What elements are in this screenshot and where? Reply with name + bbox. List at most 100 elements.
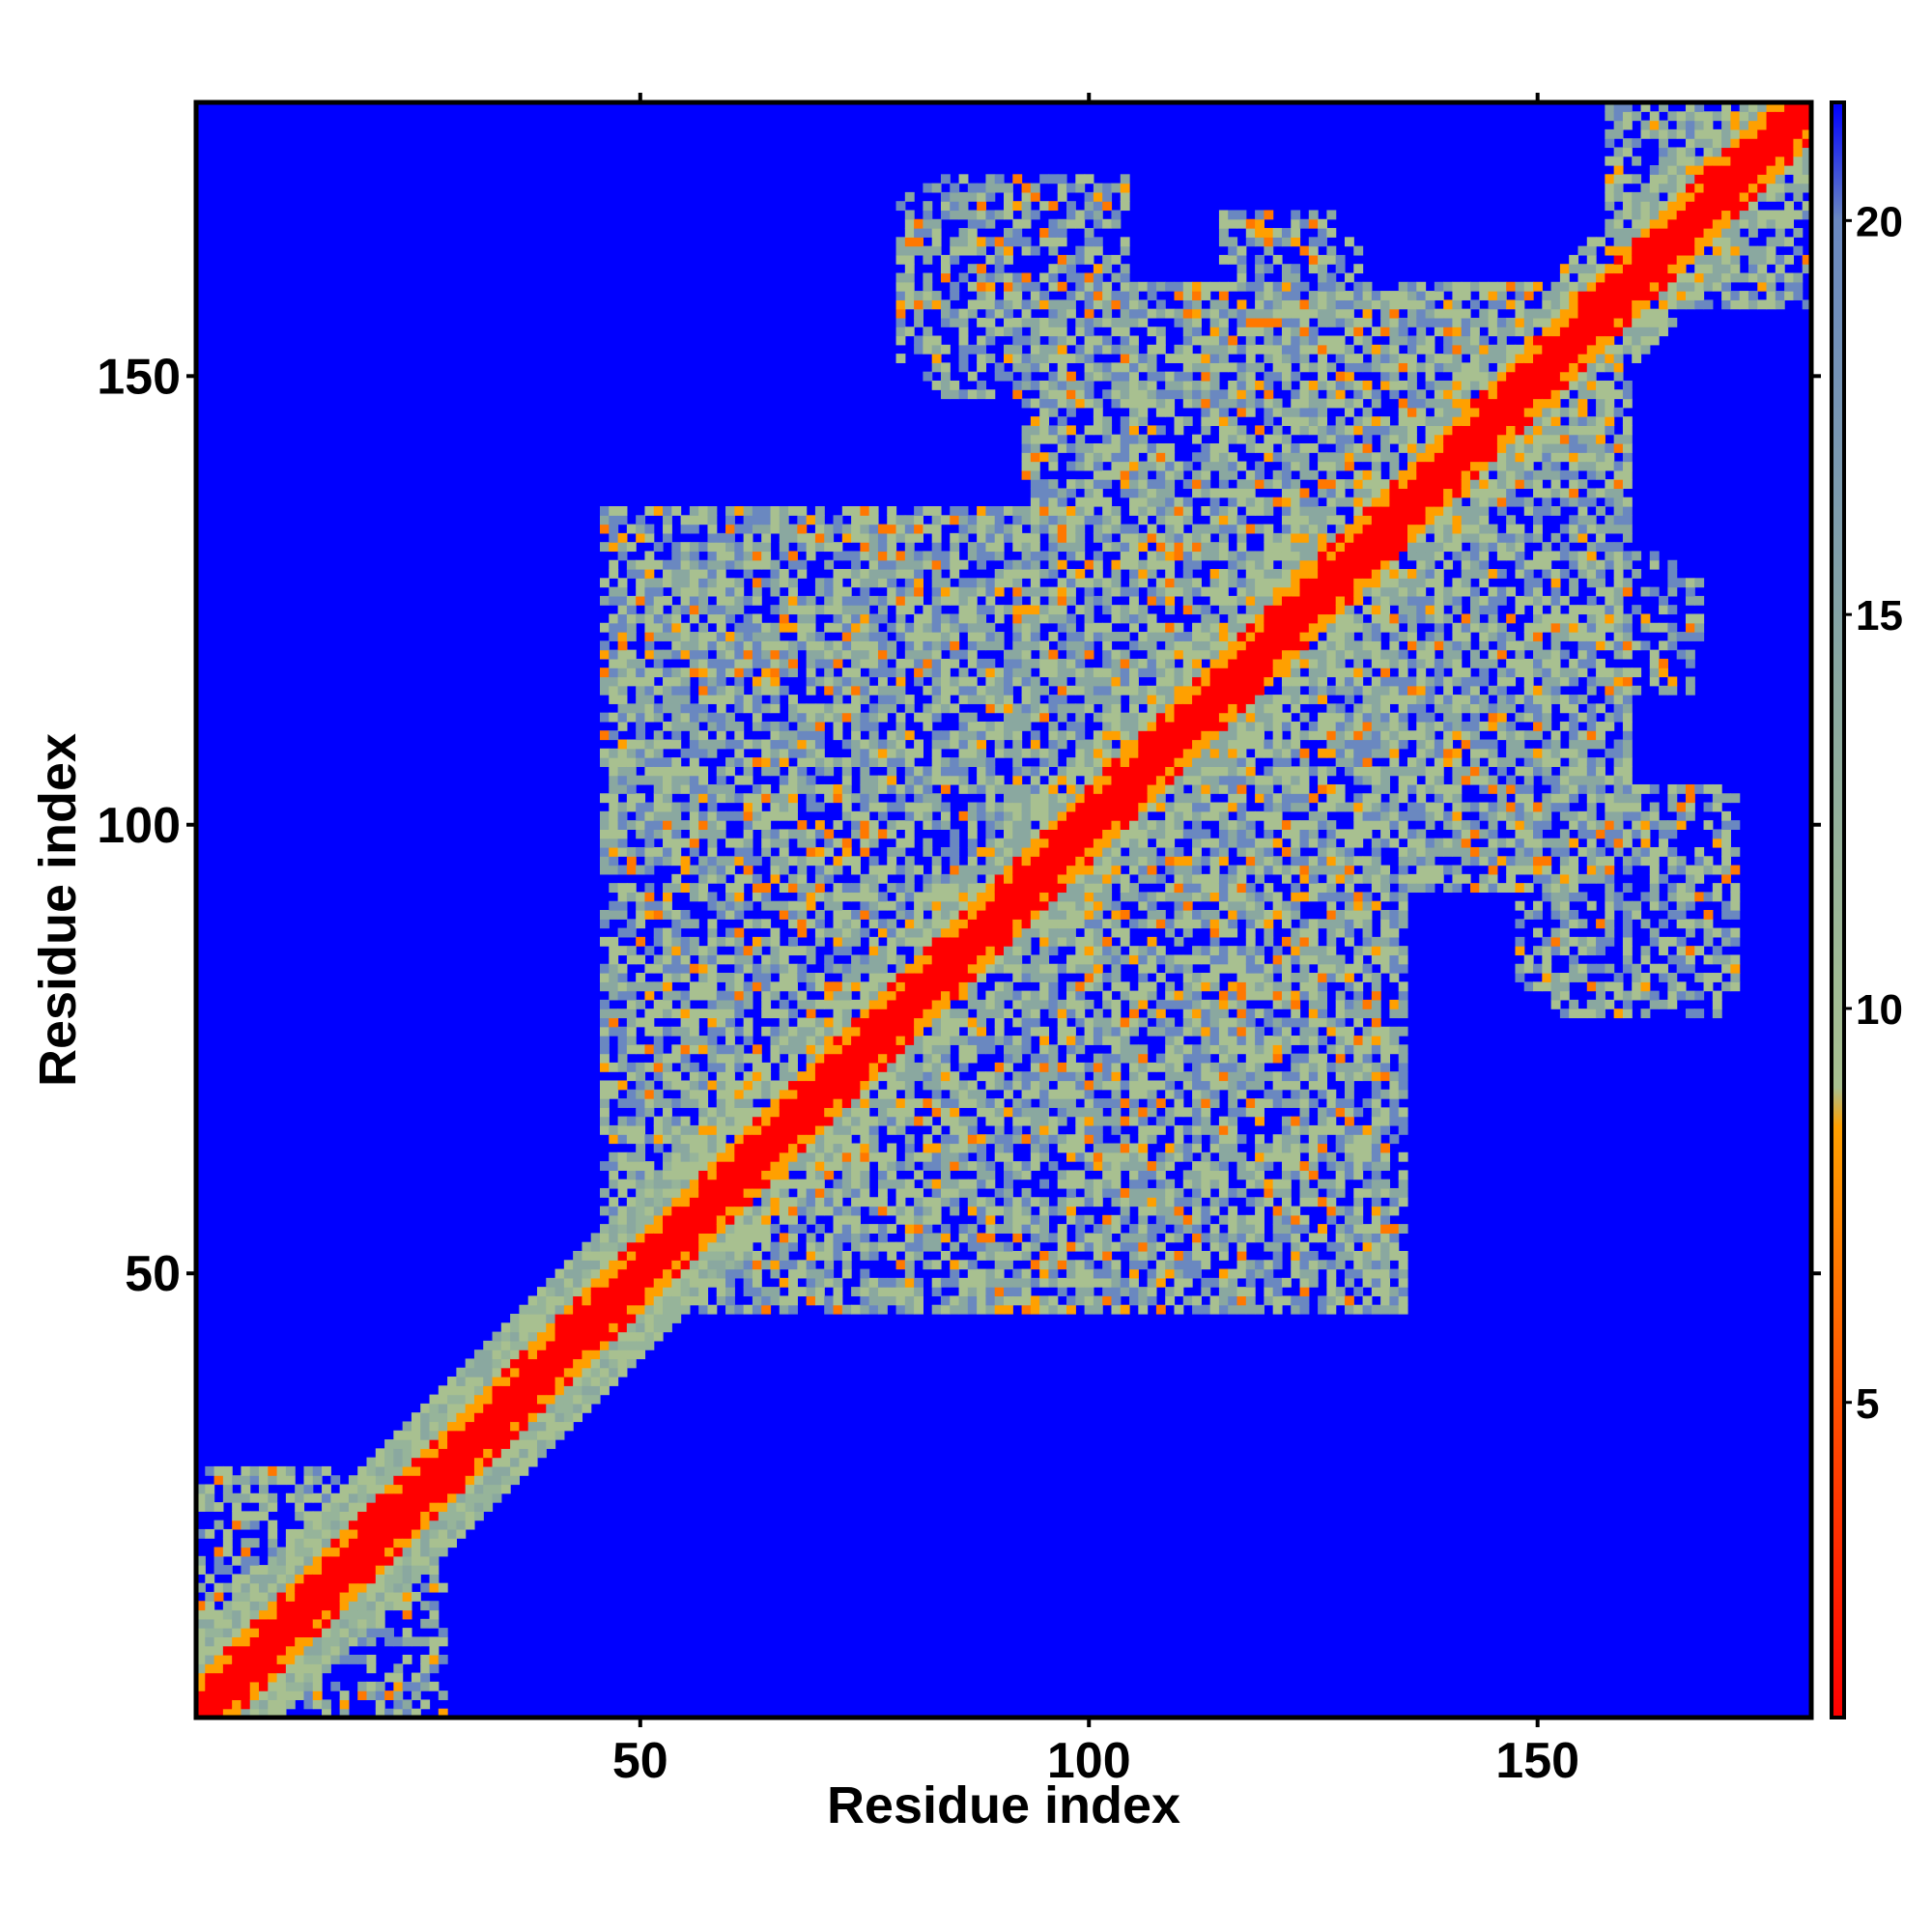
heatmap-cell bbox=[636, 1331, 646, 1342]
heatmap-cell bbox=[554, 1268, 565, 1279]
heatmap-cell bbox=[519, 1412, 529, 1423]
heatmap-cell bbox=[931, 506, 942, 516]
heatmap-cell bbox=[788, 1277, 798, 1288]
heatmap-cell bbox=[1004, 308, 1013, 319]
heatmap-cell bbox=[743, 1233, 753, 1243]
heatmap-cell bbox=[1048, 595, 1059, 606]
heatmap-cell bbox=[492, 1340, 502, 1350]
heatmap-cell bbox=[797, 532, 808, 543]
heatmap-cell bbox=[609, 1224, 619, 1234]
heatmap-cell bbox=[931, 640, 942, 651]
heatmap-cell bbox=[904, 1151, 915, 1162]
heatmap-cell bbox=[841, 640, 852, 651]
heatmap-cell bbox=[1030, 586, 1040, 597]
heatmap-cell bbox=[653, 748, 664, 758]
heatmap-cell bbox=[1012, 586, 1023, 597]
heatmap-cell bbox=[1012, 1116, 1023, 1126]
heatmap-cell bbox=[914, 308, 923, 319]
heatmap-cell bbox=[1039, 317, 1050, 327]
heatmap-cell bbox=[967, 389, 978, 400]
heatmap-cell bbox=[241, 1681, 251, 1691]
heatmap-cell bbox=[994, 1224, 1005, 1234]
heatmap-cell bbox=[707, 981, 718, 992]
heatmap-cell bbox=[303, 1645, 314, 1656]
heatmap-cell bbox=[617, 1026, 628, 1037]
heatmap-cell bbox=[931, 981, 942, 992]
heatmap-cell bbox=[797, 1036, 808, 1045]
heatmap-cell bbox=[653, 1233, 664, 1243]
heatmap-cell bbox=[994, 1134, 1005, 1145]
heatmap-cell bbox=[985, 542, 996, 553]
heatmap-cell bbox=[1039, 416, 1050, 426]
heatmap-cell bbox=[770, 1124, 781, 1135]
heatmap-cell bbox=[626, 892, 637, 902]
heatmap-cell bbox=[940, 191, 951, 202]
heatmap-cell bbox=[923, 344, 933, 355]
heatmap-cell bbox=[698, 1304, 709, 1315]
heatmap-cell bbox=[824, 838, 835, 848]
heatmap-cell bbox=[609, 1250, 619, 1261]
heatmap-cell bbox=[205, 1672, 215, 1683]
heatmap-cell bbox=[904, 622, 915, 633]
heatmap-cell bbox=[609, 1367, 619, 1378]
heatmap-cell bbox=[967, 973, 978, 982]
heatmap-cell bbox=[663, 515, 672, 526]
heatmap-cell bbox=[770, 1241, 781, 1252]
heatmap-cell bbox=[1057, 1071, 1067, 1082]
heatmap-cell bbox=[1057, 299, 1067, 310]
heatmap-cell bbox=[994, 327, 1005, 337]
heatmap-cell bbox=[1021, 559, 1032, 570]
heatmap-cell bbox=[554, 1277, 565, 1288]
heatmap-cell bbox=[1004, 578, 1013, 588]
heatmap-cell bbox=[716, 1124, 726, 1135]
heatmap-cell bbox=[546, 1314, 556, 1323]
heatmap-cell bbox=[931, 578, 942, 588]
heatmap-cell bbox=[895, 900, 906, 911]
heatmap-cell bbox=[779, 856, 789, 867]
heatmap-cell bbox=[663, 685, 672, 696]
heatmap-cell bbox=[1030, 632, 1040, 641]
heatmap-cell bbox=[967, 542, 978, 553]
heatmap-cell bbox=[617, 1187, 628, 1198]
heatmap-cell bbox=[1030, 317, 1040, 327]
heatmap-cell bbox=[366, 1601, 377, 1611]
heatmap-cell bbox=[483, 1367, 494, 1378]
heatmap-cell bbox=[770, 1206, 781, 1216]
heatmap-cell bbox=[636, 703, 646, 714]
heatmap-cell bbox=[1004, 963, 1013, 974]
heatmap-cell bbox=[1012, 865, 1023, 875]
heatmap-cell bbox=[644, 1161, 655, 1171]
heatmap-cell bbox=[1004, 856, 1013, 867]
heatmap-cell bbox=[752, 1170, 762, 1180]
heatmap-cell bbox=[366, 1565, 377, 1575]
heatmap-cell bbox=[788, 1134, 798, 1145]
heatmap-cell bbox=[626, 1062, 637, 1072]
heatmap-cell bbox=[241, 1555, 251, 1566]
heatmap-cell bbox=[626, 1009, 637, 1019]
heatmap-cell bbox=[806, 515, 816, 526]
heatmap-cell bbox=[950, 676, 960, 687]
heatmap-cell bbox=[977, 1304, 987, 1315]
heatmap-cell bbox=[994, 586, 1005, 597]
heatmap-cell bbox=[958, 622, 969, 633]
heatmap-cell bbox=[1004, 344, 1013, 355]
heatmap-cell bbox=[716, 910, 726, 920]
heatmap-cell bbox=[752, 1134, 762, 1145]
heatmap-cell bbox=[716, 649, 726, 660]
heatmap-cell bbox=[958, 1134, 969, 1145]
heatmap-cell bbox=[384, 1475, 394, 1486]
heatmap-cell bbox=[1030, 434, 1040, 444]
heatmap-cell bbox=[814, 1197, 825, 1208]
heatmap-cell bbox=[671, 820, 682, 830]
heatmap-cell bbox=[527, 1377, 538, 1386]
heatmap-cell bbox=[797, 963, 808, 974]
heatmap-cell bbox=[967, 685, 978, 696]
heatmap-cell bbox=[977, 389, 987, 400]
heatmap-cell bbox=[940, 658, 951, 668]
heatmap-cell bbox=[680, 1233, 691, 1243]
heatmap-cell bbox=[923, 1151, 933, 1162]
heatmap-cell bbox=[940, 981, 951, 992]
heatmap-cell bbox=[1048, 380, 1059, 390]
heatmap-cell bbox=[779, 946, 789, 956]
heatmap-cell bbox=[268, 1538, 278, 1548]
